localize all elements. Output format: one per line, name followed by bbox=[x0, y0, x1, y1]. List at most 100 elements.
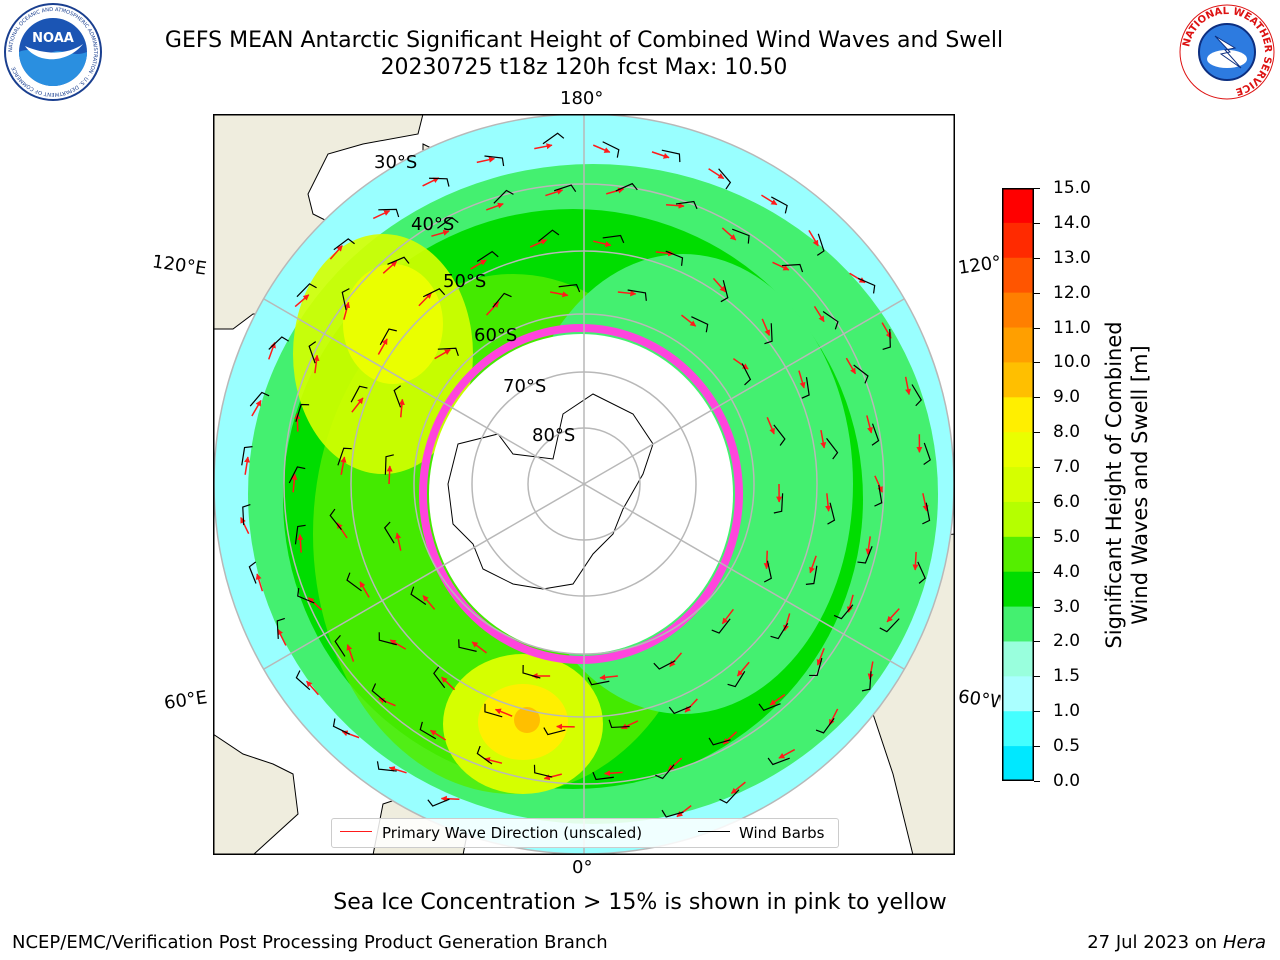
wave-direction-arrow bbox=[377, 338, 388, 355]
wave-direction-arrow bbox=[778, 748, 796, 759]
chart-title: GEFS MEAN Antarctic Significant Height o… bbox=[164, 28, 1004, 53]
wave-direction-arrow bbox=[534, 143, 553, 150]
wave-direction-arrow bbox=[306, 680, 320, 696]
wind-barb bbox=[308, 341, 317, 364]
wind-barb bbox=[871, 423, 880, 446]
wave-direction-arrow bbox=[874, 475, 883, 493]
wind-barb bbox=[276, 617, 285, 639]
wave-direction-arrow bbox=[329, 245, 343, 260]
wind-barb bbox=[615, 182, 638, 192]
wind-barb bbox=[295, 403, 310, 422]
wave-direction-arrow bbox=[389, 639, 407, 650]
wave-direction-arrow bbox=[244, 456, 251, 475]
colorbar-bin bbox=[1002, 746, 1034, 781]
wave-direction-arrow bbox=[255, 573, 264, 592]
lon-label-180: 180° bbox=[560, 88, 604, 109]
wind-barb bbox=[296, 283, 317, 298]
wind-barb bbox=[249, 391, 270, 407]
wave-direction-legend-label: Primary Wave Direction (unscaled) bbox=[382, 824, 643, 842]
wave-direction-arrow bbox=[665, 202, 685, 209]
lon-label-120w: 120°W bbox=[956, 252, 1002, 279]
wind-barb bbox=[741, 363, 752, 386]
wave-direction-arrow bbox=[543, 773, 562, 781]
wave-direction-arrow bbox=[431, 229, 450, 237]
colorbar-title-line2: Wind Waves and Swell [m] bbox=[1128, 345, 1152, 625]
wave-direction-arrow bbox=[297, 533, 304, 553]
colorbar-bin bbox=[1002, 327, 1034, 363]
wind-barb bbox=[827, 502, 836, 525]
wave-direction-arrow bbox=[485, 301, 500, 316]
wave-direction-arrow bbox=[240, 516, 250, 535]
wind-barb bbox=[727, 670, 746, 688]
wind-barb bbox=[241, 446, 253, 466]
wind-barb bbox=[484, 155, 505, 167]
wind-barb bbox=[484, 703, 503, 718]
sea-ice-edge bbox=[419, 324, 743, 664]
wind-barb bbox=[378, 632, 397, 646]
wave-direction-arrow bbox=[251, 399, 262, 417]
wind-barb bbox=[427, 798, 450, 807]
wave-direction-arrow bbox=[340, 456, 347, 475]
wave-direction-arrow bbox=[761, 318, 771, 336]
colorbar-tick-mark bbox=[1034, 606, 1040, 608]
wind-barb bbox=[608, 719, 630, 729]
wind-barb bbox=[533, 764, 553, 778]
wind-barb bbox=[691, 316, 709, 333]
wind-barb bbox=[429, 177, 450, 187]
chart-subtitle-run-info: 20230725 t18z 120h fcst Max: 10.50 bbox=[380, 55, 788, 80]
wave-direction-arrow bbox=[351, 397, 364, 413]
wave-direction-legend-swatch bbox=[340, 831, 372, 832]
wind-barb bbox=[773, 424, 786, 446]
colorbar-tick-label: 0.5 bbox=[1053, 736, 1081, 757]
wave-direction-arrow bbox=[378, 697, 396, 707]
colorbar-tick-label: 1.5 bbox=[1053, 666, 1081, 687]
wind-barb bbox=[718, 168, 732, 190]
wind-barb bbox=[602, 234, 625, 244]
wind-barb bbox=[476, 745, 493, 765]
wind-barb bbox=[653, 660, 676, 670]
wind-barb bbox=[297, 588, 315, 604]
wind-barb bbox=[882, 329, 891, 351]
wind-barb bbox=[922, 502, 931, 525]
wave-field-peak-south-indian bbox=[343, 264, 443, 384]
colorbar-tick-label: 10.0 bbox=[1053, 352, 1091, 373]
wave-direction-arrow bbox=[529, 239, 548, 248]
wave-direction-arrow bbox=[343, 301, 351, 320]
wind-barb bbox=[826, 438, 839, 460]
wave-direction-arrow bbox=[912, 551, 919, 571]
colorbar-tick-mark bbox=[1034, 501, 1040, 503]
wind-barb bbox=[295, 670, 311, 691]
noaa-logo-text: NOAA bbox=[32, 31, 74, 46]
wind-barb bbox=[767, 757, 790, 766]
colorbar-tick-label: 15.0 bbox=[1053, 178, 1091, 198]
wind-barb bbox=[781, 263, 804, 273]
wave-direction-arrow bbox=[820, 429, 827, 449]
wave-direction-arrow bbox=[294, 294, 310, 308]
colorbar-bin bbox=[1002, 432, 1034, 468]
wind-barb bbox=[332, 718, 350, 735]
wind-barb bbox=[376, 761, 397, 772]
colorbar-tick-label: 0.0 bbox=[1053, 771, 1081, 791]
wind-barb bbox=[801, 377, 810, 399]
lat-label-30s: 30°S bbox=[374, 152, 417, 173]
colorbar-tick-mark bbox=[1034, 222, 1040, 224]
wave-direction-arrow bbox=[346, 644, 355, 662]
colorbar-tick-mark bbox=[1034, 397, 1040, 399]
wind-barb bbox=[770, 622, 789, 640]
wind-barb bbox=[268, 336, 290, 350]
wind-barb bbox=[879, 618, 900, 633]
wave-direction-arrow bbox=[721, 227, 737, 241]
wave-direction-arrow bbox=[398, 398, 405, 418]
wave-direction-arrow bbox=[440, 795, 460, 802]
wind-barb bbox=[337, 447, 352, 466]
wind-barb bbox=[815, 717, 835, 734]
wind-barb bbox=[393, 385, 402, 408]
wave-direction-arrow bbox=[722, 731, 738, 745]
wave-direction-arrow bbox=[684, 698, 698, 713]
lon-label-0: 0° bbox=[572, 857, 593, 878]
wave-direction-arrow bbox=[382, 260, 398, 274]
wind-barb bbox=[493, 189, 514, 204]
wind-barb bbox=[708, 737, 731, 746]
colorbar-bin bbox=[1002, 362, 1034, 398]
wind-barb bbox=[758, 703, 781, 712]
